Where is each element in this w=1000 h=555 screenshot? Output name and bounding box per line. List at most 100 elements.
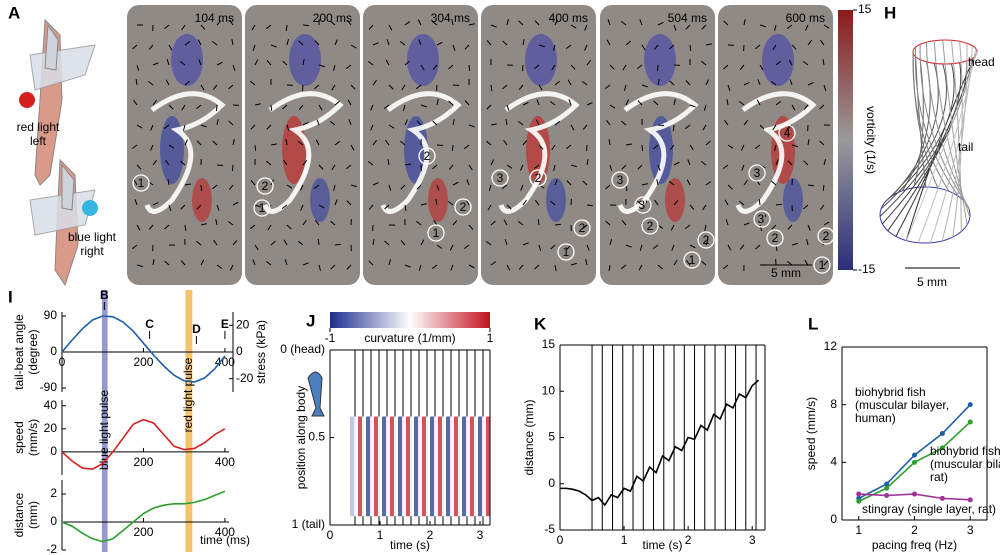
vortex-marker — [611, 171, 629, 189]
flow-arrow — [534, 264, 540, 270]
flow-arrow — [200, 124, 207, 128]
flow-arrow — [420, 164, 423, 172]
flow-arrow — [334, 199, 338, 206]
flow-arrow — [533, 164, 540, 170]
flow-arrow — [657, 79, 660, 86]
vortex-blob — [160, 116, 184, 184]
flow-arrow — [724, 199, 729, 206]
curvature-cell — [450, 416, 454, 517]
flow-arrow — [673, 99, 676, 106]
flow-arrow — [368, 24, 374, 30]
flow-arrow — [431, 20, 438, 26]
flow-arrow — [164, 224, 170, 230]
flow-arrow — [723, 64, 729, 70]
flow-arrow — [250, 180, 256, 186]
vortex-marker — [766, 229, 784, 247]
body-trace — [942, 39, 968, 225]
flow-arrow — [400, 184, 406, 190]
flow-arrow — [450, 264, 454, 271]
flow-arrow — [383, 104, 390, 110]
flow-arrow — [554, 179, 558, 186]
flow-arrow — [168, 204, 172, 211]
flow-arrow — [228, 120, 234, 126]
flow-arrow — [270, 44, 277, 48]
flow-arrow — [180, 204, 186, 210]
flow-arrow — [347, 99, 352, 106]
flow-arrow — [254, 59, 259, 66]
flow-arrow — [468, 124, 475, 128]
flow-arrow — [505, 119, 508, 126]
flow-arrow — [701, 260, 707, 266]
flow-arrow — [724, 119, 729, 126]
flow-arrow — [302, 160, 308, 166]
flow-arrow — [449, 244, 454, 251]
flow-arrow — [789, 79, 793, 86]
flow-arrow — [807, 82, 814, 86]
flow-arrow — [447, 200, 454, 206]
flow-arrow — [522, 39, 525, 46]
frame-time: 600 ms — [786, 11, 825, 25]
panel-label: K — [534, 314, 547, 333]
y-tick-label: 12 — [824, 339, 838, 353]
flow-arrow — [182, 124, 186, 131]
y-tick-label: 0 — [548, 476, 555, 490]
flow-arrow — [822, 58, 825, 66]
flow-arrow — [132, 44, 138, 50]
body-outline — [617, 91, 699, 214]
flow-arrow — [166, 59, 170, 66]
flow-arrow — [606, 119, 611, 126]
vortex-number: 2 — [460, 200, 467, 214]
flow-arrow — [757, 79, 761, 86]
flow-arrow — [506, 204, 512, 210]
body-trace — [912, 50, 950, 192]
flow-arrow — [620, 21, 627, 26]
flow-arrow — [136, 164, 142, 170]
panel-label: L — [808, 314, 818, 333]
flow-arrow — [184, 80, 190, 86]
flow-arrow — [657, 264, 663, 270]
flow-arrow — [200, 84, 205, 91]
flow-arrow — [738, 100, 745, 106]
flow-arrow — [401, 84, 406, 91]
flow-arrow — [165, 79, 170, 86]
flow-arrow — [436, 144, 444, 147]
flow-arrow — [570, 262, 577, 266]
data-point — [939, 495, 945, 501]
flow-arrow — [388, 184, 392, 191]
flow-arrow — [570, 64, 576, 70]
x-tick-label: 200 — [133, 355, 153, 369]
vortex-number: 2 — [823, 229, 830, 243]
flow-arrow — [501, 184, 508, 189]
vortex-blob — [407, 34, 439, 86]
data-point — [967, 419, 973, 425]
flow-arrow — [350, 84, 356, 90]
flow-arrow — [347, 19, 352, 26]
vortex-number: 3' — [639, 198, 648, 212]
head-label: head — [968, 55, 995, 69]
flow-arrow — [318, 264, 322, 271]
flow-arrow — [606, 39, 611, 46]
flow-arrow — [152, 62, 159, 66]
flow-arrow — [216, 61, 223, 66]
flow-arrow — [468, 64, 471, 72]
body-outline — [380, 91, 462, 214]
flow-arrow — [297, 240, 304, 246]
flow-arrow — [672, 124, 675, 132]
x-tick-label: 200 — [133, 525, 153, 539]
data-line — [61, 315, 226, 383]
tail-label: tail — [958, 140, 973, 154]
flow-arrow — [372, 79, 377, 86]
flow-arrow — [608, 264, 611, 272]
flow-arrow — [184, 139, 188, 146]
flow-arrow — [404, 60, 410, 66]
flow-arrow — [743, 82, 750, 86]
flow-arrow — [537, 218, 540, 226]
frame-time: 104 ms — [195, 11, 234, 25]
body-trace — [905, 51, 978, 241]
flow-arrow — [152, 259, 155, 266]
flow-arrow — [436, 99, 439, 106]
flow-arrow — [689, 144, 694, 151]
flow-arrow — [302, 122, 309, 126]
flow-arrow — [350, 44, 357, 49]
